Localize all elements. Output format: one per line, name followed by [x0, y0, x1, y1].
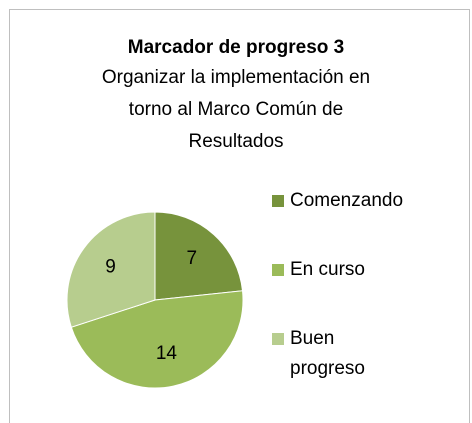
pie-slice: [70, 290, 244, 389]
pie-slice: [66, 211, 156, 328]
legend-item: Buen progreso: [272, 324, 457, 384]
chart-title: Marcador de progreso 3: [127, 37, 345, 58]
legend-item: En curso: [272, 255, 457, 285]
data-label: 14: [156, 343, 178, 364]
data-label: 9: [105, 257, 116, 278]
legend-swatch: [272, 264, 284, 276]
legend: Comenzando En curso Buen progreso: [272, 186, 457, 423]
pie-slice: [154, 211, 244, 301]
data-label: 7: [187, 248, 198, 269]
legend-item: Comenzando: [272, 186, 457, 216]
frame: [9, 9, 470, 423]
legend-swatch: [272, 333, 284, 345]
legend-label: Comenzando: [290, 190, 404, 211]
legend-label: Buen progreso: [290, 328, 365, 379]
legend-label: En curso: [290, 259, 365, 280]
legend-swatch: [272, 195, 284, 207]
chart-subtitle: Organizar la implementación en torno al …: [101, 67, 371, 152]
header: Marcador de progreso 3 Organizar la impl…: [60, 34, 412, 158]
